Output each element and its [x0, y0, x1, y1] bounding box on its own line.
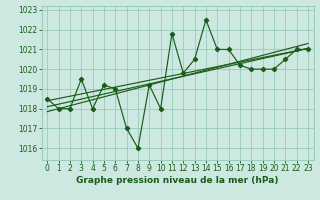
- X-axis label: Graphe pression niveau de la mer (hPa): Graphe pression niveau de la mer (hPa): [76, 176, 279, 185]
